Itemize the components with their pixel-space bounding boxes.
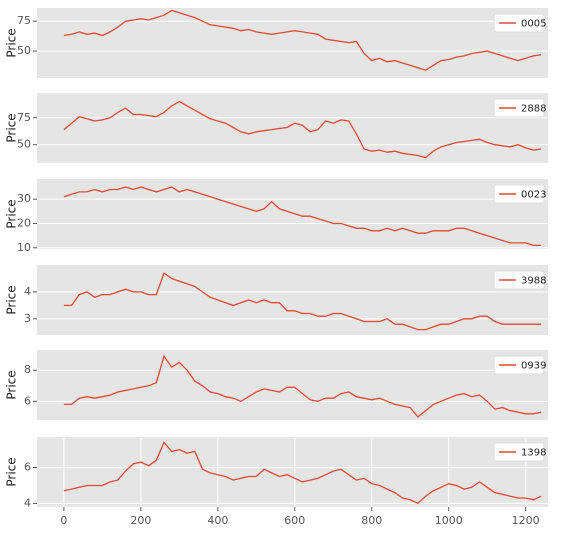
y-tick-label: 75	[17, 14, 31, 27]
y-tick-label: 50	[17, 44, 31, 57]
plot-area	[37, 265, 548, 335]
legend-box	[493, 98, 545, 118]
x-tick-label: 1000	[435, 514, 463, 527]
legend-label: 3988	[521, 276, 546, 287]
legend-box	[493, 13, 545, 33]
price-line	[63, 186, 542, 247]
y-tick-label: 3	[24, 312, 31, 325]
y-axis-label: Price	[5, 28, 19, 57]
plot-area	[37, 350, 548, 420]
y-tick-label: 75	[17, 111, 31, 124]
y-tick-label: 4	[24, 285, 31, 298]
price-line	[63, 100, 542, 159]
y-axis-label: Price	[5, 285, 19, 314]
y-tick-label: 10	[17, 241, 31, 254]
x-tick-label: 600	[284, 514, 305, 527]
y-axis-label: Price	[5, 113, 19, 142]
x-tick-label: 0	[60, 514, 67, 527]
x-tick-label: 1200	[512, 514, 540, 527]
legend-box	[493, 442, 545, 462]
y-axis-label: Price	[5, 370, 19, 399]
y-axis-label: Price	[5, 199, 19, 228]
x-tick-label: 400	[207, 514, 228, 527]
y-tick-label: 20	[17, 216, 31, 229]
legend-box	[493, 184, 545, 204]
y-tick-label: 4	[24, 496, 31, 509]
plot-area	[37, 437, 548, 507]
legend-label: 2888	[521, 104, 546, 115]
y-axis-label: Price	[5, 457, 19, 486]
legend-label: 0023	[521, 190, 546, 201]
legend-label: 0005	[521, 19, 546, 30]
y-tick-label: 50	[17, 138, 31, 151]
x-tick-label: 800	[361, 514, 382, 527]
y-tick-label: 8	[24, 363, 31, 376]
legend-label: 0939	[521, 361, 546, 372]
plot-area	[37, 93, 548, 163]
plot-area	[37, 8, 548, 78]
y-tick-label: 30	[17, 192, 31, 205]
price-line	[63, 441, 542, 505]
price-line	[63, 272, 542, 331]
price-line	[63, 354, 542, 418]
y-tick-label: 6	[24, 394, 31, 407]
y-tick-label: 6	[24, 461, 31, 474]
x-tick-label: 200	[130, 514, 151, 527]
price-line	[63, 9, 542, 71]
legend-label: 1398	[521, 448, 546, 459]
legend-box	[493, 355, 545, 375]
plot-area	[37, 179, 548, 249]
legend-box	[493, 270, 545, 290]
